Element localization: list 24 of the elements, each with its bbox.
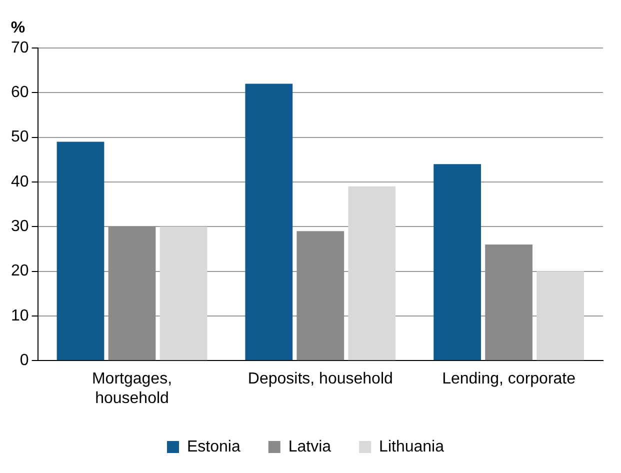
bar — [245, 84, 293, 360]
bar — [108, 226, 156, 360]
x-tick-label: Deposits, household — [248, 370, 393, 388]
bar — [160, 226, 208, 360]
bar — [536, 271, 584, 360]
bar — [348, 186, 396, 360]
y-tick-label: 30 — [11, 218, 29, 236]
y-tick-label: 40 — [11, 173, 29, 190]
y-axis-title: % — [10, 19, 26, 36]
y-tick-label: 20 — [11, 262, 29, 280]
y-tick-label: 70 — [11, 39, 29, 56]
bar — [485, 244, 532, 360]
y-tick-label: 50 — [11, 128, 29, 146]
x-tick-label: Mortgages, household — [92, 370, 172, 407]
legend-label: Lithuania — [379, 438, 444, 456]
legend-label: Estonia — [186, 438, 240, 456]
y-tick-label: 60 — [11, 84, 29, 102]
y-tick-label: 0 — [20, 352, 29, 370]
legend-label: Latvia — [288, 438, 332, 456]
bar — [296, 231, 344, 360]
y-tick-label: 10 — [11, 307, 29, 324]
bar — [56, 142, 104, 360]
bar — [434, 164, 481, 360]
x-tick-label: Lending, corporate — [442, 370, 576, 388]
